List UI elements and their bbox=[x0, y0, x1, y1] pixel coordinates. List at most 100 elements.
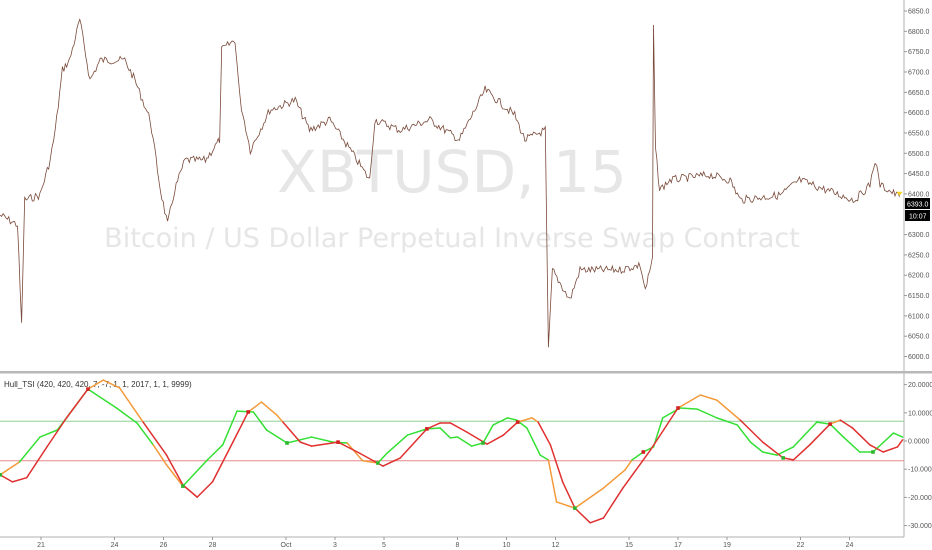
hull-tsi-slow-segment bbox=[486, 434, 505, 445]
price-tick-label: 6050.0 bbox=[908, 334, 930, 341]
indicator-tick-label: -20.0000 bbox=[908, 495, 932, 502]
hull-tsi-fast-segment bbox=[547, 459, 558, 503]
hull-tsi-slow-segment bbox=[426, 422, 441, 430]
time-axis[interactable]: 21 24 26 28 Oct 3 5 8 10 12 15 17 19 22 24 bbox=[37, 537, 853, 549]
hull-tsi-slow-segment bbox=[716, 399, 742, 421]
cross-marker bbox=[828, 422, 832, 426]
time-tick-label: 3 bbox=[333, 542, 337, 549]
time-tick-label: 22 bbox=[797, 542, 805, 549]
last-price-box bbox=[905, 198, 930, 209]
hull-tsi-fast-segment bbox=[624, 459, 633, 471]
hull-tsi-slow-segment bbox=[808, 423, 831, 446]
hull-tsi-slow-segment bbox=[25, 445, 48, 479]
indicator-tick-label: 0.0000 bbox=[908, 439, 930, 446]
cross-marker bbox=[181, 484, 185, 488]
last-price-value: 6393.0 bbox=[907, 202, 929, 209]
price-tick-label: 6550.0 bbox=[908, 130, 930, 137]
price-tick-label: 6800.0 bbox=[908, 29, 930, 36]
hull-tsi-slow-segment bbox=[882, 446, 899, 453]
cross-marker bbox=[285, 441, 289, 445]
hull-tsi-fast-segment bbox=[265, 429, 288, 444]
hull-tsi-fast-segment bbox=[152, 444, 168, 466]
price-tick-label: 6200.0 bbox=[908, 273, 930, 280]
price-tick-label: 6500.0 bbox=[908, 151, 930, 158]
last-bar-marker-icon bbox=[896, 191, 903, 196]
hull-tsi-slow-segment bbox=[896, 439, 904, 448]
hull-tsi-fast-segment bbox=[679, 407, 699, 410]
hull-tsi-slow-segment bbox=[196, 481, 214, 498]
price-tick-label: 6700.0 bbox=[908, 69, 930, 76]
cross-marker bbox=[781, 456, 785, 460]
hull-tsi-slow-segment bbox=[869, 444, 884, 453]
hull-tsi-slow-segment bbox=[87, 379, 105, 390]
hull-tsi-slow-segment bbox=[561, 481, 576, 509]
hull-tsi-slow-segment bbox=[574, 507, 591, 524]
hull-tsi-slow-segment bbox=[102, 379, 121, 389]
hull-tsi-slow-segment bbox=[46, 417, 68, 448]
hull-tsi-fast-segment bbox=[310, 436, 334, 443]
pane-separator[interactable] bbox=[0, 371, 932, 374]
bar-countdown: 10:07 bbox=[909, 214, 927, 221]
price-tick-label: 6300.0 bbox=[908, 232, 930, 239]
indicator-tick-label: -10.0000 bbox=[908, 467, 932, 474]
cross-marker bbox=[676, 406, 680, 410]
hull-tsi-slow-segment bbox=[337, 441, 361, 454]
price-line bbox=[0, 18, 900, 348]
price-tick-label: 6250.0 bbox=[908, 252, 930, 259]
hull-tsi-fast-segment bbox=[221, 410, 238, 446]
price-series bbox=[0, 18, 903, 348]
indicator-tick-label: -30.0000 bbox=[908, 523, 932, 530]
time-tick-label: 24 bbox=[111, 542, 119, 549]
indicator-tick-label: 20.0000 bbox=[908, 382, 932, 389]
hull-tsi-slow-segment bbox=[65, 388, 89, 419]
price-tick-label: 6650.0 bbox=[908, 90, 930, 97]
hull-tsi-slow-segment bbox=[761, 441, 784, 459]
time-tick-label: 10 bbox=[503, 542, 511, 549]
hull-tsi-fast-segment bbox=[792, 421, 818, 448]
hull-tsi-fast-segment bbox=[506, 417, 518, 421]
hull-tsi-slow-segment bbox=[118, 387, 144, 423]
hull-tsi-slow-segment bbox=[516, 417, 533, 423]
watermark-ticker: XBTUSD, 15 bbox=[277, 138, 627, 206]
hull-tsi-fast-segment bbox=[696, 408, 718, 419]
hull-tsi-slow-segment bbox=[839, 419, 854, 429]
hull-tsi-fast-segment bbox=[449, 436, 459, 439]
time-tick-label: Oct bbox=[281, 542, 292, 549]
hull-tsi-fast-segment bbox=[346, 442, 364, 462]
hull-tsi-fast-segment bbox=[816, 421, 831, 425]
time-tick-label: 28 bbox=[209, 542, 217, 549]
hull-tsi-fast-segment bbox=[252, 411, 268, 431]
indicator-axis[interactable]: 20.0000 10.0000 0.0000 -10.0000 -20.0000 -30.… bbox=[904, 382, 932, 530]
price-axis[interactable]: 6850.0 6800.0 6750.0 6700.0 6650.0 6600.0 6550… bbox=[904, 9, 930, 362]
hull-tsi-fast-segment bbox=[829, 423, 845, 438]
time-tick-label: 17 bbox=[674, 542, 682, 549]
cross-marker bbox=[515, 420, 520, 424]
hull-tsi-slow-segment bbox=[260, 401, 278, 416]
time-tick-label: 15 bbox=[625, 542, 633, 549]
hull-tsi-slow-segment bbox=[792, 444, 811, 461]
hull-tsi-slow-segment bbox=[165, 454, 184, 486]
hull-tsi-slow-segment bbox=[602, 487, 624, 519]
time-tick-label: 24 bbox=[846, 542, 854, 549]
hull-tsi-slow-segment bbox=[851, 427, 871, 446]
hull-tsi-slow-segment bbox=[232, 411, 249, 443]
time-tick-label: 19 bbox=[723, 542, 731, 549]
cross-marker bbox=[376, 461, 380, 465]
hull-tsi-fast-segment bbox=[602, 469, 626, 489]
hull-tsi-slow-segment bbox=[282, 421, 302, 443]
hull-tsi-fast-segment bbox=[555, 501, 576, 509]
indicator-label[interactable]: Hull_TSI (420, 420, 420, 7, -7, 1, 1, 20… bbox=[4, 380, 192, 389]
hull-tsi-fast-segment bbox=[456, 436, 473, 447]
price-tick-label: 6600.0 bbox=[908, 110, 930, 117]
hull-tsi-slow-segment bbox=[399, 428, 428, 459]
cross-marker bbox=[86, 387, 90, 391]
indicator-tick-label: 10.0000 bbox=[908, 410, 932, 417]
price-tick-label: 6100.0 bbox=[908, 313, 930, 320]
hull-tsi-slow-segment bbox=[589, 517, 605, 524]
price-tick-label: 6150.0 bbox=[908, 293, 930, 300]
cross-marker bbox=[573, 506, 577, 510]
hull-tsi-fast-segment bbox=[539, 454, 550, 461]
hull-tsi-fast-segment bbox=[749, 441, 764, 453]
hull-tsi-fast-segment bbox=[0, 461, 21, 476]
